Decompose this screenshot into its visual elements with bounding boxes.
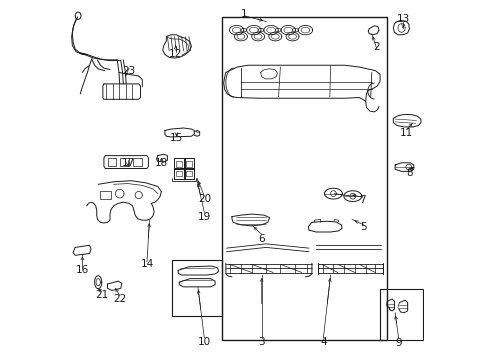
Text: 10: 10 <box>197 337 210 347</box>
Text: 7: 7 <box>359 195 366 205</box>
Bar <box>172 260 222 316</box>
Text: 20: 20 <box>197 194 210 204</box>
Bar <box>107 158 116 166</box>
Text: 19: 19 <box>197 212 210 221</box>
Text: 5: 5 <box>360 222 366 232</box>
Text: 3: 3 <box>258 337 264 347</box>
Text: 1: 1 <box>241 9 247 19</box>
Bar <box>183 168 194 179</box>
Text: 14: 14 <box>140 259 153 269</box>
Text: 13: 13 <box>396 14 409 24</box>
Bar <box>174 158 184 169</box>
Text: 4: 4 <box>320 337 326 347</box>
Bar <box>132 158 142 166</box>
Text: 18: 18 <box>154 158 167 168</box>
Bar <box>222 17 386 339</box>
Bar <box>183 158 194 169</box>
Text: 6: 6 <box>258 234 264 244</box>
Text: 21: 21 <box>95 291 108 301</box>
Text: 11: 11 <box>399 129 412 138</box>
Bar <box>185 161 191 167</box>
Bar <box>176 161 182 167</box>
Text: 2: 2 <box>372 42 379 51</box>
Bar <box>379 289 422 339</box>
Bar <box>120 158 129 166</box>
Bar <box>174 168 184 179</box>
Text: 16: 16 <box>76 265 89 275</box>
Bar <box>176 171 182 176</box>
Text: 23: 23 <box>122 66 135 76</box>
Text: 8: 8 <box>406 168 412 178</box>
Bar <box>100 192 111 199</box>
Text: 22: 22 <box>113 294 126 304</box>
Text: 15: 15 <box>169 133 183 143</box>
Text: 17: 17 <box>121 158 134 168</box>
Bar <box>185 171 191 176</box>
Text: 9: 9 <box>395 338 401 348</box>
Text: 12: 12 <box>169 49 182 59</box>
